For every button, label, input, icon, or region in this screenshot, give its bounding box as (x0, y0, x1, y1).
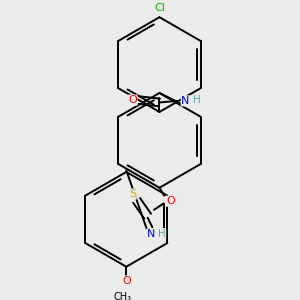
Text: N: N (181, 96, 190, 106)
Text: H: H (158, 229, 166, 238)
Text: O: O (122, 276, 131, 286)
Text: H: H (193, 95, 200, 105)
Text: O: O (128, 95, 137, 105)
Text: CH₃: CH₃ (113, 292, 131, 300)
Text: Cl: Cl (154, 4, 165, 14)
Text: S: S (129, 189, 136, 199)
Text: O: O (166, 196, 175, 206)
Text: N: N (147, 229, 155, 239)
